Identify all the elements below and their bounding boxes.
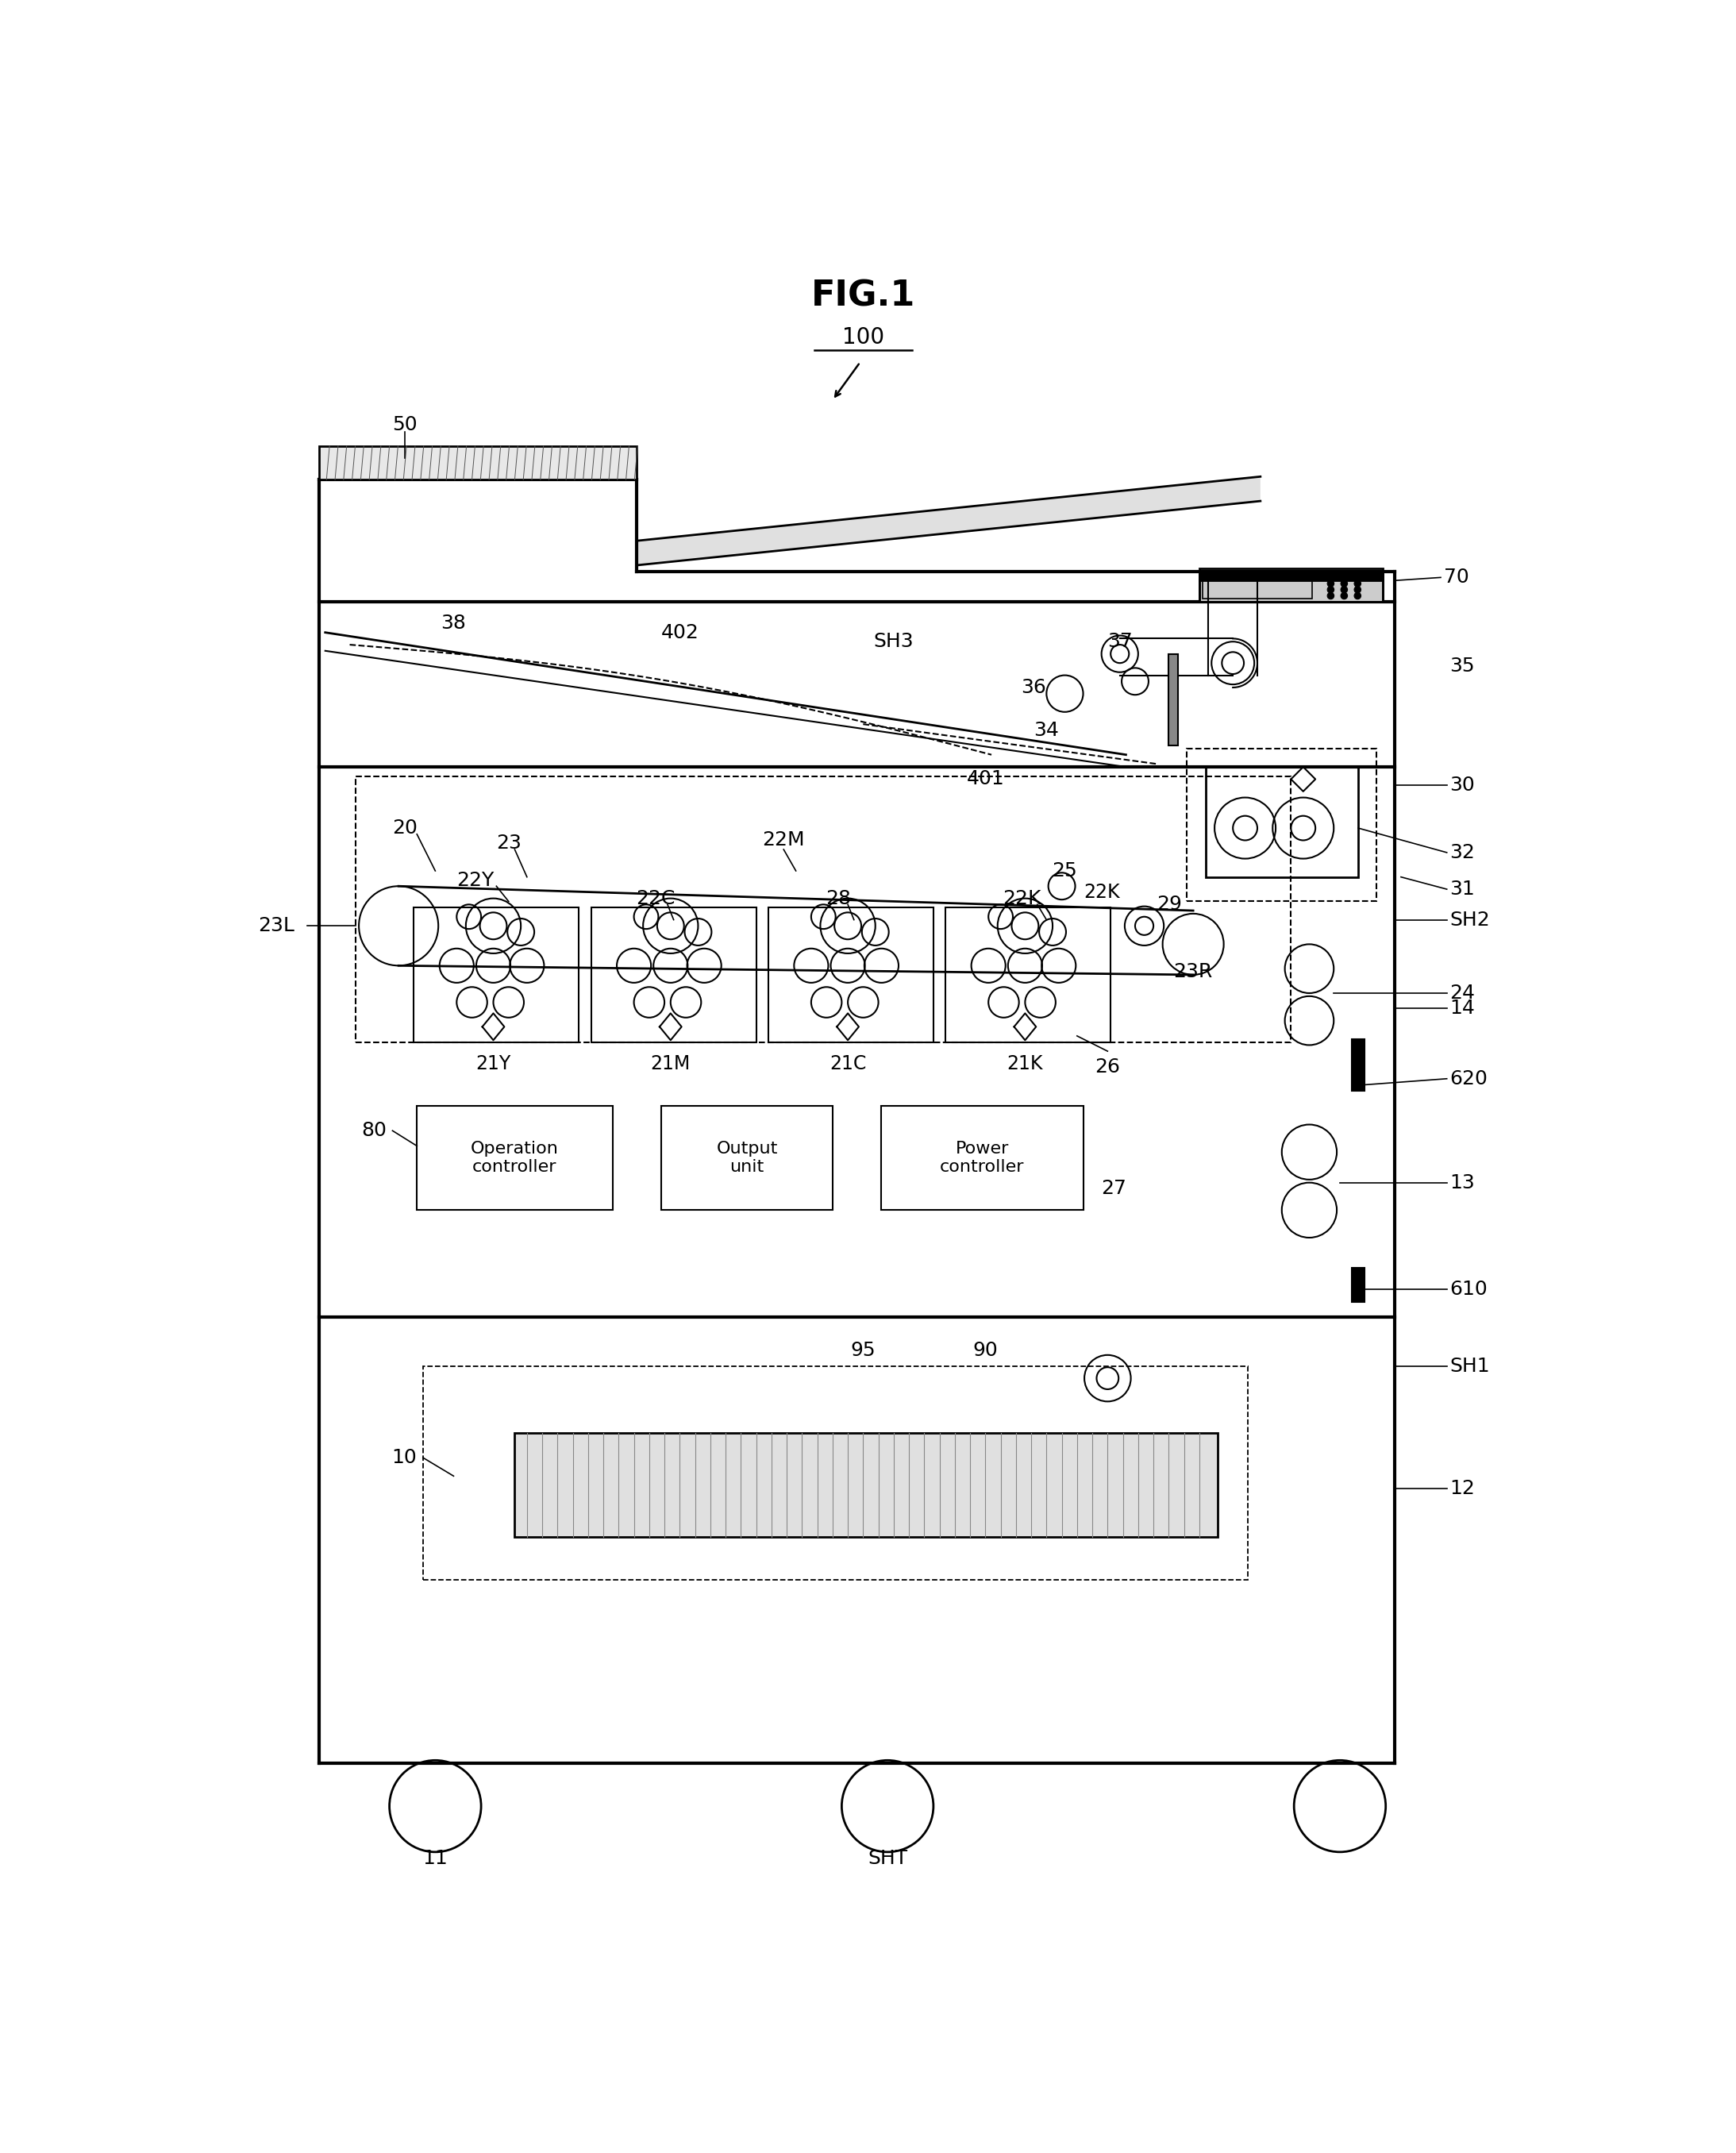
Bar	[946, 909, 1111, 1042]
Text: 21M: 21M	[651, 1055, 691, 1074]
Text: FIG.1: FIG.1	[811, 280, 915, 314]
Text: 100: 100	[842, 325, 884, 349]
Bar	[1200, 571, 1382, 581]
Text: 24: 24	[1450, 984, 1476, 1003]
Text: 22K: 22K	[1003, 889, 1042, 909]
Text: 402: 402	[661, 622, 700, 642]
Text: 22Y: 22Y	[457, 870, 493, 889]
Text: 80: 80	[361, 1122, 387, 1141]
Bar	[1200, 568, 1382, 603]
Text: 30: 30	[1450, 775, 1476, 794]
Bar	[592, 909, 757, 1042]
Text: 90: 90	[972, 1341, 998, 1361]
Text: SHT: SHT	[868, 1849, 908, 1867]
Text: 95: 95	[851, 1341, 875, 1361]
Bar	[882, 1107, 1083, 1210]
Text: 13: 13	[1450, 1173, 1476, 1193]
Circle shape	[1328, 575, 1333, 581]
Text: 29: 29	[1156, 896, 1182, 915]
Text: SH1: SH1	[1450, 1356, 1489, 1376]
Circle shape	[1340, 575, 1347, 581]
Text: 21K: 21K	[1007, 1055, 1043, 1074]
Bar	[1168, 655, 1179, 745]
Text: 23L: 23L	[259, 917, 295, 934]
Text: 70: 70	[1444, 568, 1469, 588]
Text: 22M: 22M	[762, 831, 806, 850]
Text: 27: 27	[1101, 1180, 1127, 1199]
Bar	[356, 775, 1292, 1042]
Text: 36: 36	[1021, 678, 1047, 698]
Text: Operation
controller: Operation controller	[470, 1141, 559, 1176]
Text: Power
controller: Power controller	[939, 1141, 1024, 1176]
Text: SH3: SH3	[873, 633, 913, 650]
Circle shape	[1354, 579, 1361, 588]
Text: 12: 12	[1450, 1479, 1476, 1498]
Bar	[514, 1434, 1217, 1537]
Text: 620: 620	[1450, 1070, 1488, 1087]
Bar	[1187, 749, 1377, 902]
Text: 25: 25	[1052, 861, 1078, 881]
Text: SH2: SH2	[1450, 911, 1489, 930]
Bar	[319, 446, 637, 480]
Bar	[1352, 1040, 1364, 1092]
Bar	[424, 1365, 1248, 1580]
Text: 22K: 22K	[1083, 883, 1120, 902]
Text: 28: 28	[826, 889, 851, 909]
Text: 14: 14	[1450, 999, 1476, 1018]
Circle shape	[1328, 592, 1333, 599]
Text: 35: 35	[1450, 657, 1476, 676]
Circle shape	[1354, 592, 1361, 599]
Text: 38: 38	[441, 614, 467, 633]
Bar	[1205, 766, 1358, 876]
Bar	[769, 909, 934, 1042]
Circle shape	[1340, 579, 1347, 588]
Text: 21Y: 21Y	[476, 1055, 510, 1074]
Circle shape	[1328, 586, 1333, 592]
Text: 31: 31	[1450, 881, 1476, 898]
Bar	[1200, 581, 1382, 603]
Circle shape	[1340, 586, 1347, 592]
Circle shape	[1354, 586, 1361, 592]
Text: 50: 50	[392, 416, 417, 435]
Text: 11: 11	[422, 1849, 448, 1867]
Text: 401: 401	[967, 769, 1005, 788]
Text: 21C: 21C	[830, 1055, 866, 1074]
Text: 23: 23	[496, 833, 523, 853]
Text: 10: 10	[392, 1449, 417, 1466]
Bar	[1203, 575, 1312, 599]
Bar	[1352, 1268, 1364, 1303]
Text: Output
unit: Output unit	[717, 1141, 778, 1176]
Text: 20: 20	[392, 818, 418, 838]
Bar	[661, 1107, 833, 1210]
Text: 34: 34	[1035, 721, 1059, 741]
Circle shape	[1328, 579, 1333, 588]
Text: 32: 32	[1450, 844, 1476, 861]
Bar	[417, 1107, 613, 1210]
Text: 610: 610	[1450, 1281, 1488, 1298]
Circle shape	[1340, 592, 1347, 599]
Text: 37: 37	[1108, 633, 1134, 650]
Polygon shape	[637, 476, 1260, 566]
Bar	[413, 909, 578, 1042]
Circle shape	[1354, 575, 1361, 581]
Text: 22C: 22C	[635, 889, 675, 909]
Text: 23R: 23R	[1174, 962, 1213, 982]
Text: 26: 26	[1095, 1057, 1120, 1076]
